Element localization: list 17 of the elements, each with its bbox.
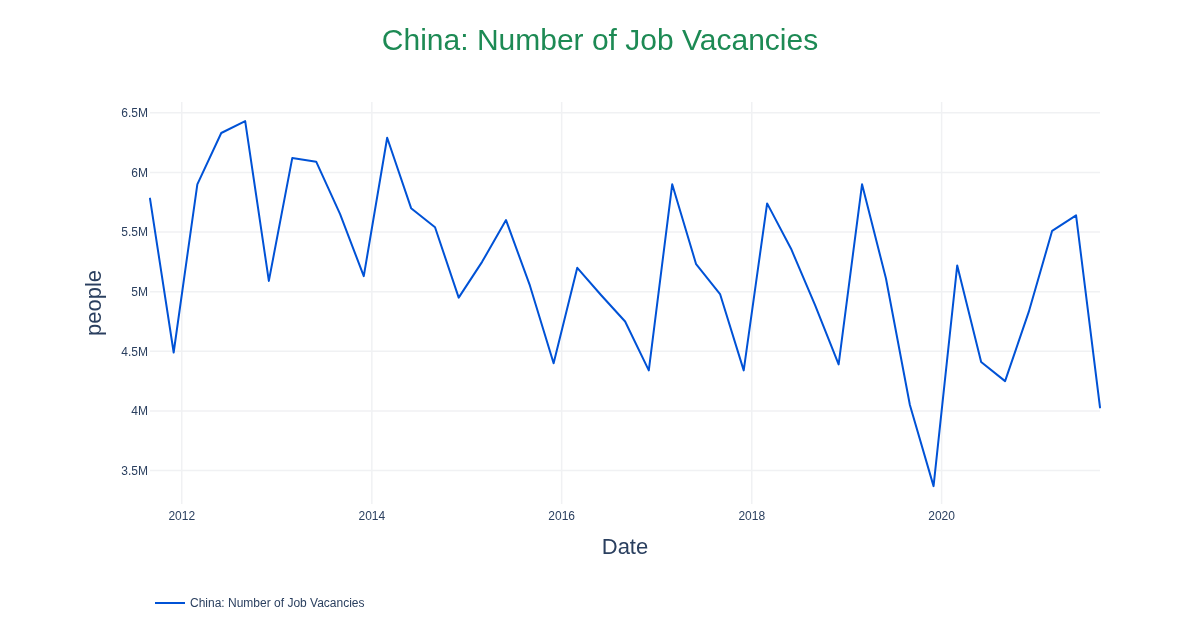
x-tick-label: 2014 xyxy=(358,509,386,523)
x-tick-label: 2018 xyxy=(738,509,766,523)
y-tick-label: 5.5M xyxy=(121,225,148,240)
y-tick-label: 3.5M xyxy=(121,463,148,478)
x-tick-label: 2012 xyxy=(168,509,196,523)
y-tick-label: 6M xyxy=(131,165,148,180)
y-tick-label: 5M xyxy=(131,284,148,299)
chart-title: China: Number of Job Vacancies xyxy=(381,23,819,56)
line-series xyxy=(149,120,1101,488)
x-tick-label: 2016 xyxy=(548,509,576,523)
y-tick-label: 4.5M xyxy=(121,344,148,359)
x-tick-label: 2020 xyxy=(928,509,956,523)
y-axis-title: people xyxy=(81,269,106,337)
legend-label: China: Number of Job Vacancies xyxy=(190,596,365,611)
y-tick-label: 6.5M xyxy=(121,105,148,120)
x-axis-title: Date xyxy=(601,534,649,559)
y-tick-label: 4M xyxy=(131,404,148,419)
